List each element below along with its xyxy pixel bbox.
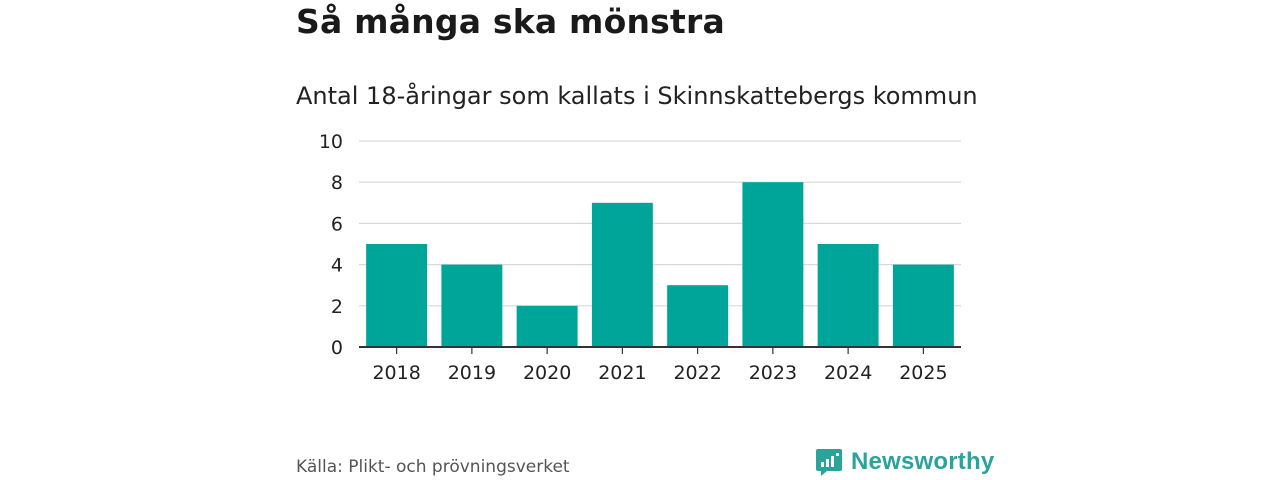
brand-logo: Newsworthy [815,447,994,477]
x-tick-label: 2025 [899,362,947,384]
y-tick-label: 10 [319,131,343,153]
y-axis-ticks: 0 2 4 6 8 10 [319,131,343,359]
bar [441,264,503,347]
chart-title: Så många ska mönstra [296,2,725,41]
bars [366,182,954,347]
x-tick-label: 2024 [824,362,872,384]
y-tick-label: 0 [331,337,343,359]
x-tick-label: 2018 [372,362,420,384]
bar [516,305,578,347]
newsworthy-logo-icon [816,449,842,476]
x-axis-ticks: 2018 2019 2020 2021 2022 2023 2024 2025 [372,347,948,384]
bar-chart: 0 2 4 6 8 10 2018 2019 2020 2021 2022 2023 2024 2025 [319,131,961,384]
bar [892,264,954,347]
bar [366,244,428,347]
brand-name: Newsworthy [851,448,995,475]
bar [667,285,729,347]
bar [591,202,653,347]
x-tick-label: 2021 [598,362,646,384]
y-tick-label: 6 [331,213,343,235]
chart-subtitle: Antal 18-åringar som kallats i Skinnskat… [296,82,978,110]
bar [817,244,879,347]
bar [742,182,804,347]
x-tick-label: 2020 [523,362,571,384]
x-tick-label: 2019 [448,362,496,384]
x-tick-label: 2022 [673,362,721,384]
y-tick-label: 8 [331,172,343,194]
x-tick-label: 2023 [749,362,797,384]
y-tick-label: 2 [331,296,343,318]
source-note: Källa: Plikt- och prövningsverket [296,457,570,477]
y-tick-label: 4 [331,255,343,277]
